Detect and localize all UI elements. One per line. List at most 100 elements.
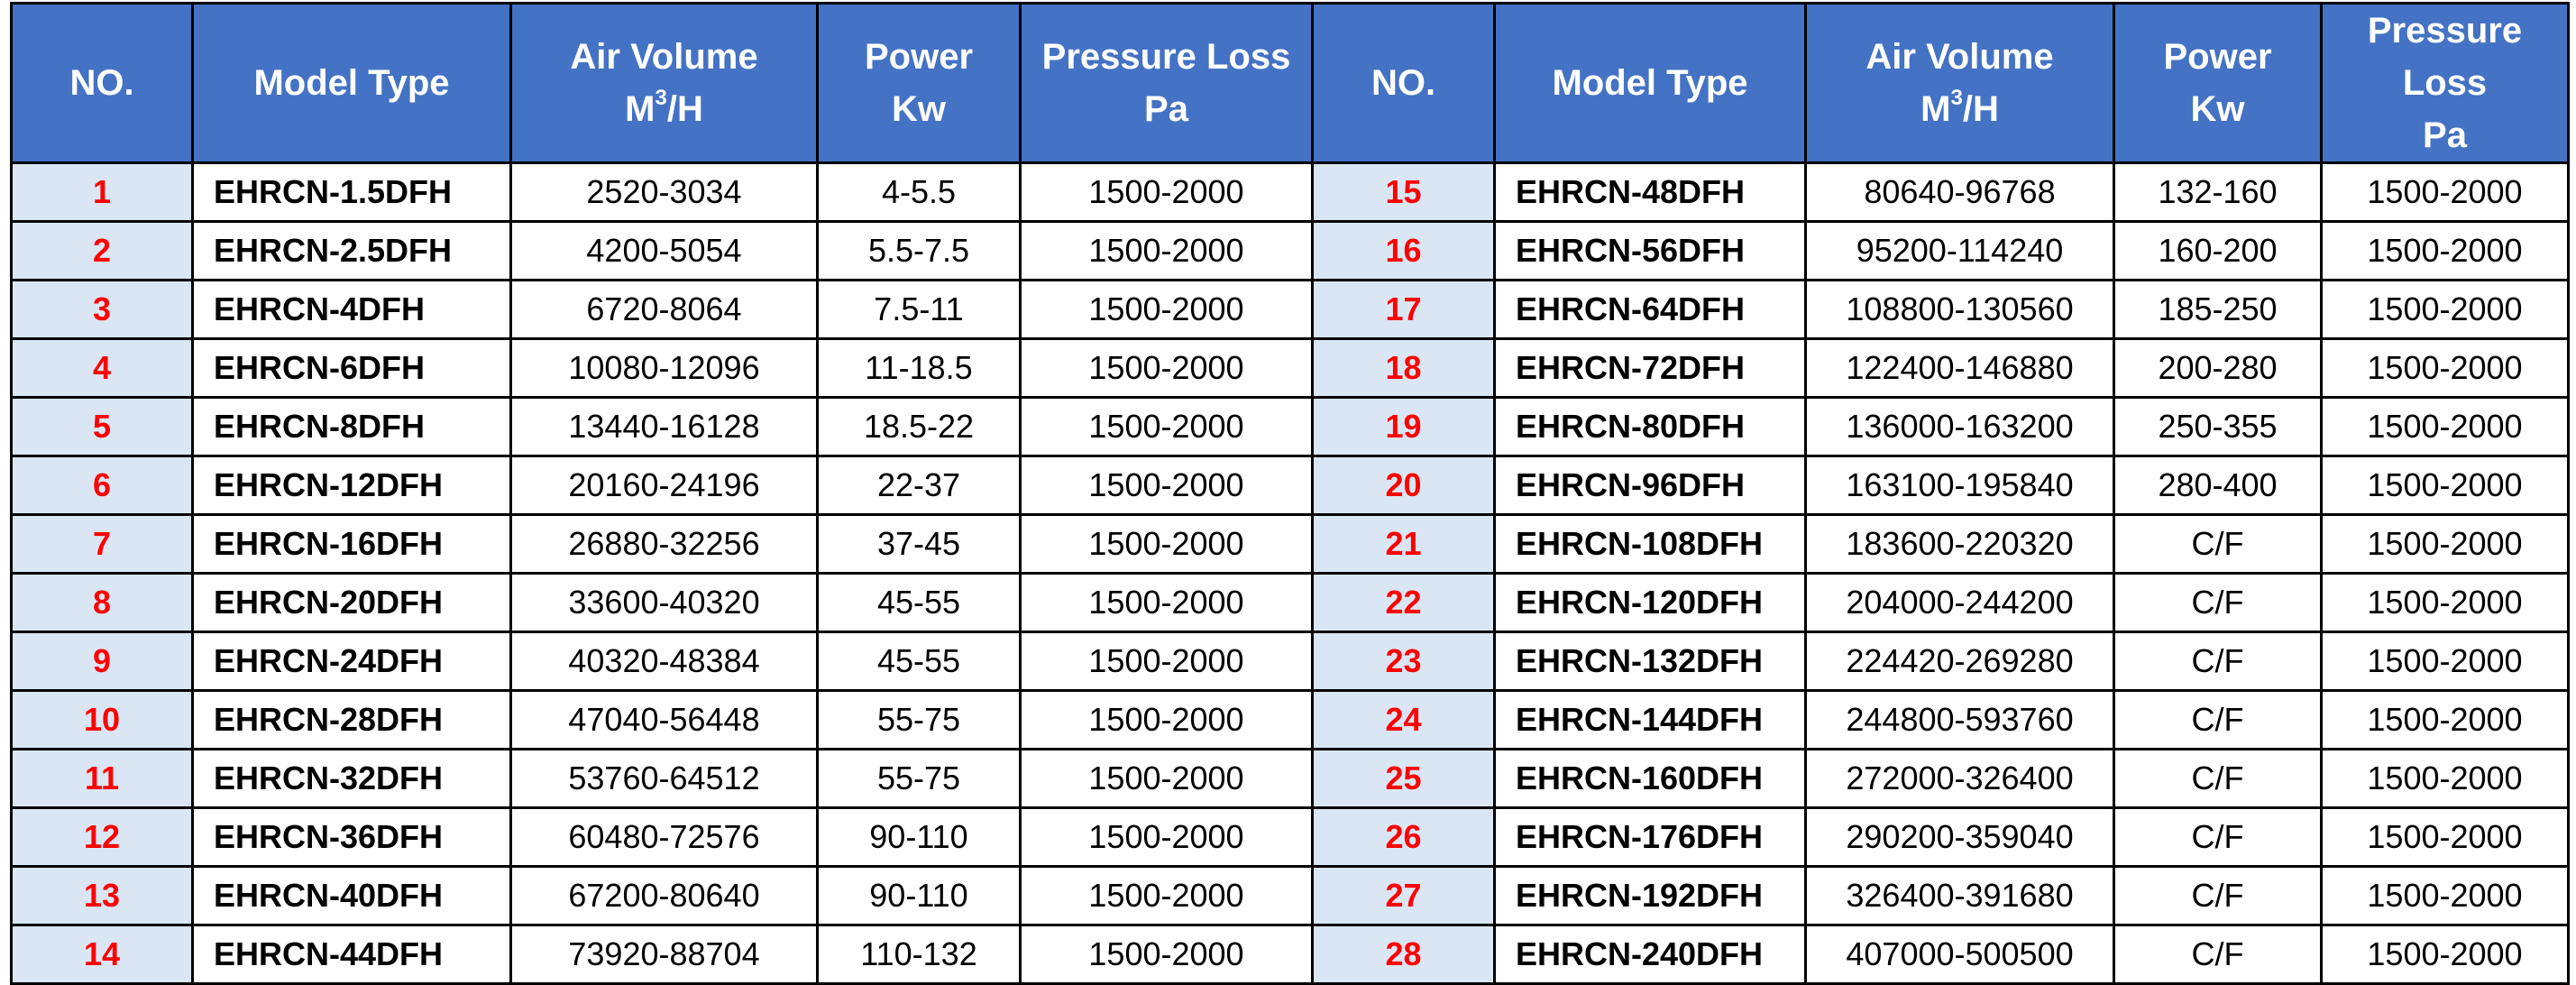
pressure-loss-cell: 1500-2000 [1019, 806, 1314, 868]
power-cell: 200-280 [2113, 337, 2323, 399]
power-cell: 45-55 [816, 572, 1022, 633]
table-row: 12 EHRCN-36DFH 60480-72576 90-110 1500-2000 2… [10, 806, 2570, 868]
header-pressure-loss-unit: Pa [1144, 89, 1188, 129]
model-type-cell: EHRCN-64DFH [1493, 279, 1807, 340]
air-volume-cell: 204000-244200 [1804, 572, 2115, 633]
model-type-cell: EHRCN-4DFH [191, 279, 512, 340]
model-type-cell: EHRCN-16DFH [191, 513, 512, 575]
header-air-volume-unit: M3/H [625, 86, 703, 130]
pressure-loss-cell: 1500-2000 [1019, 220, 1314, 281]
power-cell: 160-200 [2113, 220, 2323, 281]
power-cell: 5.5-7.5 [816, 220, 1022, 281]
item-number: 6 [10, 455, 194, 516]
pressure-loss-cell: 1500-2000 [2320, 748, 2570, 809]
item-number: 22 [1311, 572, 1496, 633]
item-number: 8 [10, 572, 194, 633]
item-number: 7 [10, 513, 194, 575]
pressure-loss-cell: 1500-2000 [2320, 396, 2570, 457]
power-cell: C/F [2113, 689, 2323, 750]
air-volume-cell: 122400-146880 [1804, 337, 2115, 399]
power-cell: 11-18.5 [816, 337, 1022, 399]
table-row: 8 EHRCN-20DFH 33600-40320 45-55 1500-2000 22 E… [10, 572, 2570, 633]
power-cell: 4-5.5 [816, 161, 1022, 223]
table-row: 14 EHRCN-44DFH 73920-88704 110-132 1500-2000… [10, 924, 2570, 985]
model-type-cell: EHRCN-132DFH [1493, 631, 1807, 692]
table-row: 3 EHRCN-4DFH 6720-8064 7.5-11 1500-2000 17 EHR… [10, 279, 2570, 340]
power-cell: 7.5-11 [816, 279, 1022, 340]
model-type-cell: EHRCN-160DFH [1493, 748, 1807, 809]
table-body: 1 EHRCN-1.5DFH 2520-3034 4-5.5 1500-2000 15 EH… [10, 161, 2570, 985]
table-row: 9 EHRCN-24DFH 40320-48384 45-55 1500-2000 23 E… [10, 631, 2570, 692]
power-cell: C/F [2113, 631, 2323, 692]
header-pressure-loss-unit: Pa [2423, 115, 2467, 155]
power-cell: C/F [2113, 924, 2323, 985]
air-volume-cell: 47040-56448 [509, 689, 819, 750]
table-header: NO. Model Type Air Volume M3/H Power Kw Pr… [10, 2, 2570, 164]
power-cell: 55-75 [816, 748, 1022, 809]
table-row: 5 EHRCN-8DFH 13440-16128 18.5-22 1500-2000 19… [10, 396, 2570, 457]
power-cell: 132-160 [2113, 161, 2323, 223]
pressure-loss-cell: 1500-2000 [2320, 689, 2570, 750]
air-volume-cell: 6720-8064 [509, 279, 819, 340]
air-volume-cell: 67200-80640 [509, 865, 819, 926]
header-pressure-loss-title: Pressure Loss [1041, 37, 1291, 77]
power-cell: 55-75 [816, 689, 1022, 750]
pressure-loss-cell: 1500-2000 [2320, 865, 2570, 926]
model-type-cell: EHRCN-240DFH [1493, 924, 1807, 985]
air-volume-cell: 40320-48384 [509, 631, 819, 692]
power-cell: 110-132 [816, 924, 1022, 985]
item-number: 17 [1311, 279, 1496, 340]
pressure-loss-cell: 1500-2000 [2320, 631, 2570, 692]
item-number: 13 [10, 865, 194, 926]
power-cell: 45-55 [816, 631, 1022, 692]
item-number: 12 [10, 806, 194, 868]
air-volume-cell: 136000-163200 [1804, 396, 2115, 457]
header-power: Power Kw [816, 2, 1022, 164]
air-volume-cell: 183600-220320 [1804, 513, 2115, 575]
pressure-loss-cell: 1500-2000 [1019, 631, 1314, 692]
pressure-loss-cell: 1500-2000 [2320, 924, 2570, 985]
model-type-cell: EHRCN-40DFH [191, 865, 512, 926]
table-row: 2 EHRCN-2.5DFH 4200-5054 5.5-7.5 1500-2000 16… [10, 220, 2570, 281]
power-cell: C/F [2113, 748, 2323, 809]
model-type-cell: EHRCN-2.5DFH [191, 220, 512, 281]
model-type-cell: EHRCN-176DFH [1493, 806, 1807, 868]
model-type-cell: EHRCN-8DFH [191, 396, 512, 457]
pressure-loss-cell: 1500-2000 [2320, 161, 2570, 223]
air-volume-cell: 224420-269280 [1804, 631, 2115, 692]
table-row: 6 EHRCN-12DFH 20160-24196 22-37 1500-2000 20 E… [10, 455, 2570, 516]
model-type-cell: EHRCN-72DFH [1493, 337, 1807, 399]
item-number: 21 [1311, 513, 1496, 575]
pressure-loss-cell: 1500-2000 [2320, 513, 2570, 575]
item-number: 16 [1311, 220, 1496, 281]
air-volume-cell: 272000-326400 [1804, 748, 2115, 809]
model-type-cell: EHRCN-24DFH [191, 631, 512, 692]
pressure-loss-cell: 1500-2000 [2320, 455, 2570, 516]
pressure-loss-cell: 1500-2000 [2320, 572, 2570, 633]
model-type-cell: EHRCN-6DFH [191, 337, 512, 399]
model-type-cell: EHRCN-80DFH [1493, 396, 1807, 457]
item-number: 2 [10, 220, 194, 281]
item-number: 15 [1311, 161, 1496, 223]
header-power: Power Kw [2113, 2, 2323, 164]
pressure-loss-cell: 1500-2000 [2320, 806, 2570, 868]
air-volume-cell: 60480-72576 [509, 806, 819, 868]
air-volume-cell: 13440-16128 [509, 396, 819, 457]
air-volume-cell: 95200-114240 [1804, 220, 2115, 281]
item-number: 19 [1311, 396, 1496, 457]
power-cell: C/F [2113, 572, 2323, 633]
item-number: 14 [10, 924, 194, 985]
spec-table: NO. Model Type Air Volume M3/H Power Kw Pr… [10, 2, 2570, 985]
header-pressure-loss: Pressure Loss Pa [2320, 2, 2570, 164]
item-number: 23 [1311, 631, 1496, 692]
air-volume-cell: 26880-32256 [509, 513, 819, 575]
model-type-cell: EHRCN-192DFH [1493, 865, 1807, 926]
air-volume-cell: 80640-96768 [1804, 161, 2115, 223]
power-cell: 90-110 [816, 865, 1022, 926]
item-number: 25 [1311, 748, 1496, 809]
model-type-cell: EHRCN-12DFH [191, 455, 512, 516]
air-volume-cell: 108800-130560 [1804, 279, 2115, 340]
model-type-cell: EHRCN-1.5DFH [191, 161, 512, 223]
air-volume-cell: 73920-88704 [509, 924, 819, 985]
table-row: 13 EHRCN-40DFH 67200-80640 90-110 1500-2000 2… [10, 865, 2570, 926]
